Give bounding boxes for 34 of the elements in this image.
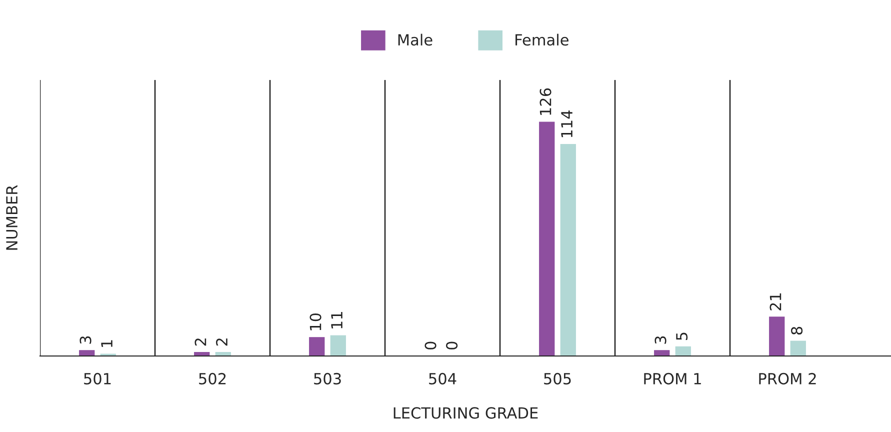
data-label: 10 — [310, 313, 322, 330]
x-tick-label: 504 — [429, 372, 456, 384]
data-label: 21 — [770, 293, 782, 310]
x-tick-label: 502 — [199, 372, 226, 384]
data-label: 3 — [654, 336, 666, 344]
y-axis-title: NUMBER — [6, 185, 18, 250]
data-label: 11 — [331, 312, 342, 328]
x-tick-label: 505 — [544, 372, 571, 384]
x-tick-label: PROM 1 — [644, 372, 701, 384]
data-label: 126 — [540, 88, 552, 115]
x-tick-label: 501 — [84, 372, 111, 384]
bar — [560, 144, 576, 356]
bar — [675, 346, 691, 356]
data-label: 2 — [216, 338, 228, 346]
x-tick-label: 503 — [314, 372, 341, 384]
data-label: 2 — [194, 338, 206, 346]
bar — [309, 337, 325, 356]
legend-label: Female — [516, 34, 568, 46]
data-label: 3 — [80, 336, 92, 344]
data-label: 5 — [676, 332, 688, 340]
bar — [539, 122, 555, 356]
data-label: 0 — [446, 342, 458, 350]
data-label: 1 — [101, 340, 112, 347]
bar — [330, 335, 346, 356]
x-axis-title: LECTURING GRADE — [394, 407, 538, 419]
bar — [79, 350, 95, 356]
data-label: 8 — [791, 326, 803, 335]
legend-label: Male — [398, 34, 432, 46]
bar — [790, 340, 806, 356]
x-tick-label: PROM 2 — [759, 372, 816, 384]
bar — [769, 316, 785, 356]
bar — [654, 350, 670, 356]
data-label: 114 — [561, 110, 572, 138]
data-label: 0 — [424, 342, 436, 350]
